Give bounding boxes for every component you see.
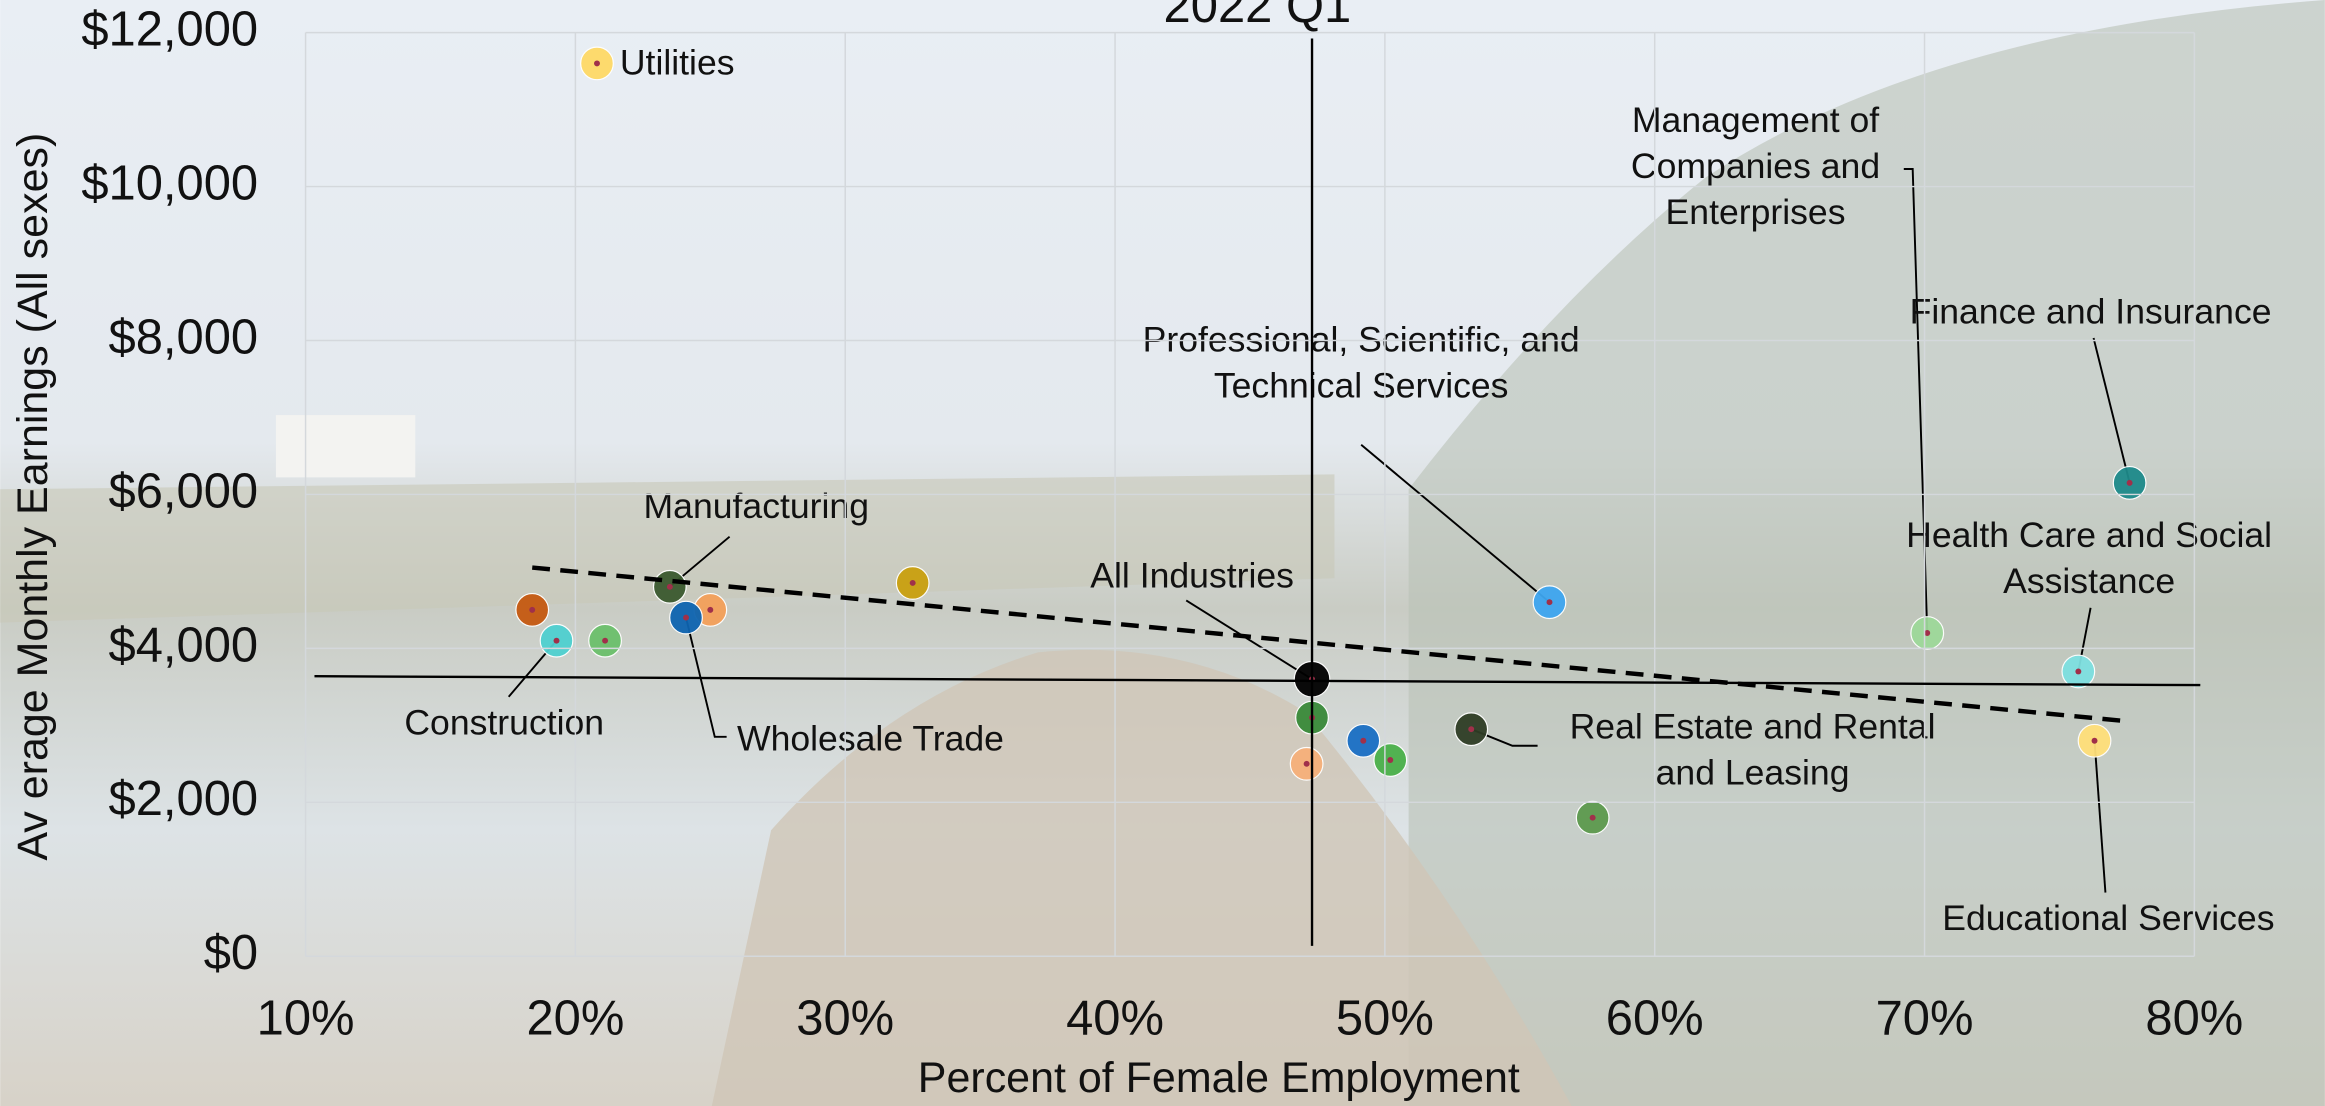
- point-center: [1546, 599, 1553, 606]
- point-center: [529, 606, 536, 613]
- point-center: [1303, 760, 1310, 767]
- point-label-line: Technical Services: [1214, 366, 1509, 406]
- point-label: Manufacturing: [644, 486, 869, 526]
- point-label-line: Management of: [1632, 100, 1879, 140]
- point-center: [683, 614, 689, 621]
- point-label: Health Care and Social Assistance: [1906, 516, 2272, 602]
- x-tick-label: 20%: [526, 991, 624, 1045]
- trendline: [532, 565, 2130, 724]
- y-tick-label: $8,000: [109, 310, 259, 364]
- point-center: [707, 606, 714, 613]
- x-tick-label: 30%: [796, 991, 894, 1045]
- point-label: Finance and Insurance: [1910, 292, 2272, 332]
- point-center: [1360, 737, 1367, 744]
- point-label: All Industries: [1090, 556, 1294, 596]
- point-label-line: and Leasing: [1656, 753, 1850, 793]
- y-tick-label: $4,000: [109, 618, 259, 672]
- background-lighthouse: [275, 415, 416, 478]
- point-label: Management of Companies and Enterprises: [1631, 100, 1880, 232]
- point-label: Construction: [404, 702, 604, 742]
- point-label-line: Enterprises: [1666, 192, 1846, 232]
- point-center: [594, 60, 600, 67]
- background-trees: [1408, 0, 2325, 1106]
- background-rock: [711, 649, 1572, 1106]
- chart-title: 2022 Q1: [1164, 0, 1352, 33]
- y-tick-label: $0: [204, 926, 258, 980]
- point-center: [909, 579, 916, 586]
- leader-line: [2093, 740, 2107, 893]
- leader-line: [1903, 168, 1929, 634]
- y-tick-label: $6,000: [109, 464, 259, 518]
- point-center: [1387, 757, 1394, 763]
- point-label: Educational Services: [1942, 898, 2274, 938]
- leader-line: [1360, 444, 1551, 603]
- x-tick-label: 60%: [1606, 991, 1704, 1045]
- leader-line: [685, 617, 727, 738]
- point-center: [1589, 814, 1596, 821]
- leader-line: [2092, 337, 2131, 484]
- point-center: [2075, 668, 2082, 675]
- point-label-line: Assistance: [2003, 562, 2175, 602]
- y-tick-label: $2,000: [109, 772, 259, 826]
- point-label: Utilities: [620, 43, 735, 83]
- point-label-line: Health Care and Social: [1906, 516, 2272, 556]
- x-tick-label: 10%: [257, 991, 355, 1045]
- point-label: Real Estate and Rental and Leasing: [1570, 707, 1936, 793]
- point-center: [602, 637, 609, 644]
- plot: Utilities Manufacturing Wholesale Trade Con…: [404, 43, 2274, 938]
- x-tick-label: 40%: [1066, 991, 1164, 1045]
- y-tick-label: $10,000: [81, 156, 258, 210]
- point-label: Wholesale Trade: [737, 719, 1004, 759]
- point-center: [2126, 479, 2133, 486]
- point-center: [1924, 630, 1931, 636]
- point-center: [553, 637, 560, 644]
- point-center: [2091, 737, 2098, 744]
- x-axis-title: Percent of Female Employment: [918, 1054, 1520, 1102]
- point-label-line: Real Estate and Rental: [1570, 707, 1936, 747]
- background-cliff: [0, 474, 1335, 623]
- point-center: [666, 583, 673, 590]
- x-tick-label: 80%: [2145, 991, 2243, 1045]
- y-axis-title: Av erage Monthly Earnings (All sexes): [9, 133, 57, 861]
- point-center: [1468, 726, 1475, 733]
- leader-line: [1185, 599, 1313, 680]
- reference-line-horizontal: [314, 675, 2201, 687]
- point-label-line: Companies and: [1631, 146, 1880, 186]
- x-tick-label: 50%: [1336, 991, 1434, 1045]
- x-tick-label: 70%: [1876, 991, 1974, 1045]
- y-tick-label: $12,000: [81, 3, 258, 57]
